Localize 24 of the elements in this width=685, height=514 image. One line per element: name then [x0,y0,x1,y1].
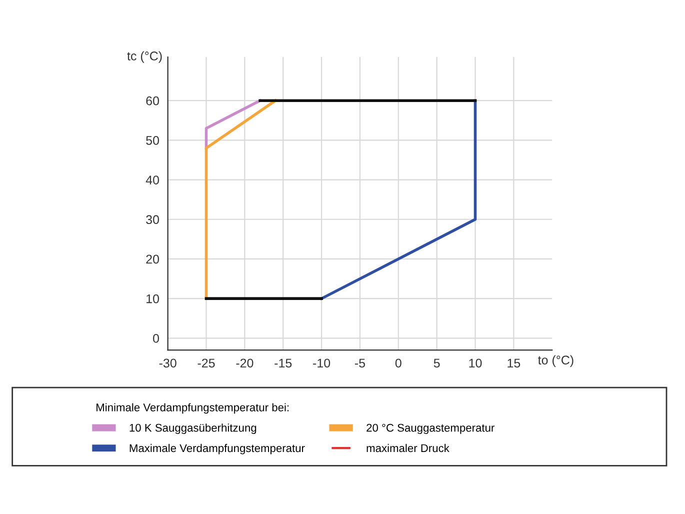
y-tick-label: 40 [146,176,160,184]
y-tick-label: 0 [153,334,160,343]
y-axis-title: tc (°C) [127,51,162,63]
legend-label: maximaler Druck [366,444,450,452]
x-tick-label: -15 [274,358,292,368]
y-tick-label: 10 [146,294,160,304]
y-tick-label: 30 [146,215,160,224]
x-tick-label: -25 [198,358,215,368]
legend-label: 10 K Sauggasüberhitzung [130,424,256,434]
x-tick-label: 15 [508,358,520,368]
x-tick-label: 10 [469,358,482,368]
x-tick-label: 5 [434,358,440,368]
x-tick-label: -5 [354,358,365,368]
x-tick-label: 0 [395,358,402,368]
y-tick-label: 50 [146,136,160,145]
legend-title: Minimale Verdampfungstemperatur bei: [96,403,289,414]
x-tick-label: -20 [236,358,254,368]
x-axis-title: to (°C) [538,355,574,367]
legend-label: 20 °C Sauggastemperatur [366,424,494,434]
x-tick-label: -30 [159,358,176,368]
y-tick-label: 60 [146,96,160,106]
y-tick-label: 20 [146,254,160,264]
legend-label: Maximale Verdampfungstemperatur [130,444,305,454]
x-tick-label: -10 [313,358,330,368]
